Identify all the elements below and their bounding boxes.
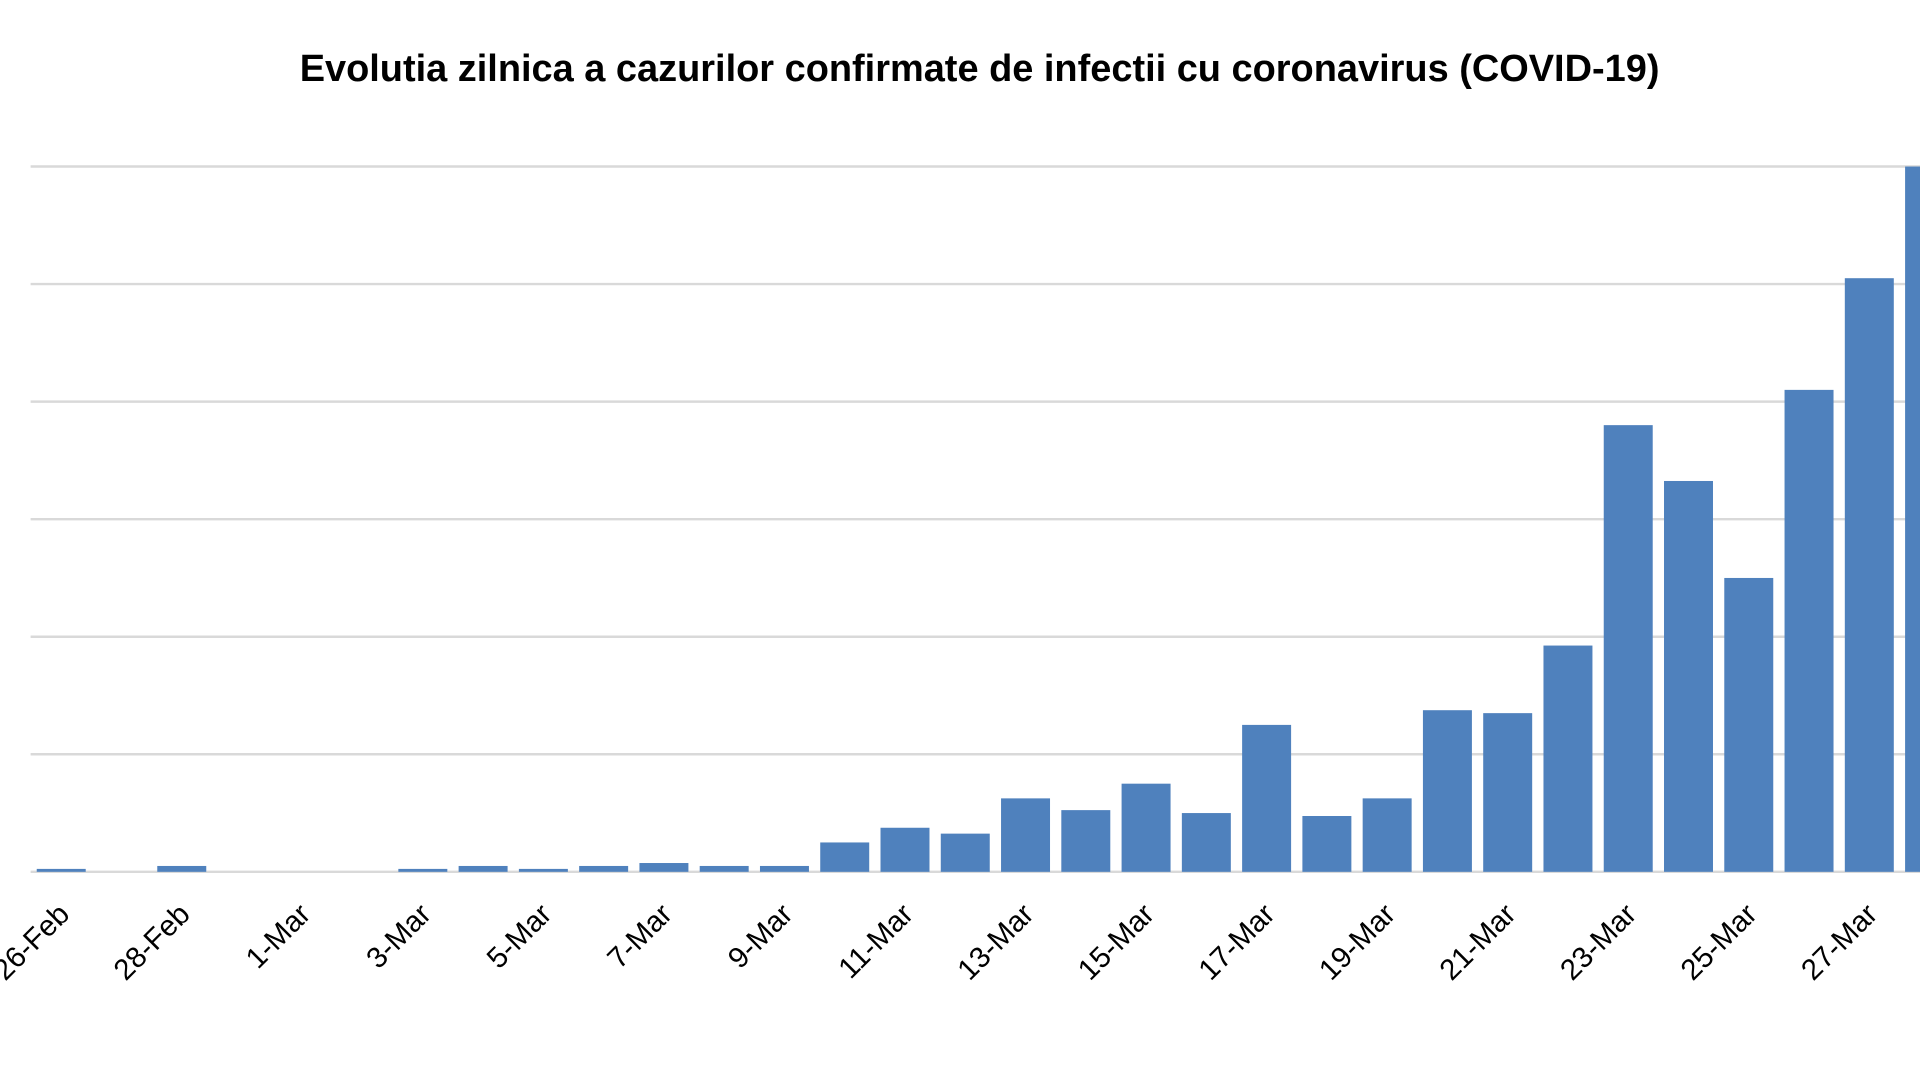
bar xyxy=(1905,166,1920,872)
x-tick-label: 5-Mar xyxy=(481,897,559,975)
x-tick-label: 21-Mar xyxy=(1433,897,1522,986)
chart-title: Evolutia zilnica a cazurilor confirmate … xyxy=(300,48,1660,90)
x-tick-label: 3-Mar xyxy=(360,897,438,975)
bar xyxy=(1724,577,1774,872)
bar xyxy=(1844,278,1894,872)
bar xyxy=(518,868,568,872)
x-tick-label: 11-Mar xyxy=(832,897,920,985)
bar xyxy=(1603,425,1653,872)
bar xyxy=(699,865,749,872)
bar xyxy=(940,833,990,872)
bar xyxy=(1543,645,1593,872)
bar xyxy=(1784,389,1834,872)
x-tick-label: 9-Mar xyxy=(722,897,800,975)
bar xyxy=(458,865,508,872)
bar xyxy=(1001,798,1051,872)
bar xyxy=(639,863,689,872)
bar xyxy=(1181,813,1231,872)
bar xyxy=(1483,713,1533,872)
bar xyxy=(759,865,809,872)
bar xyxy=(36,868,86,872)
bar xyxy=(1664,480,1713,872)
x-tick-label: 1-Mar xyxy=(239,897,317,975)
x-tick-label: 25-Mar xyxy=(1674,897,1763,986)
bar xyxy=(1362,798,1412,872)
bar xyxy=(880,827,930,872)
bar xyxy=(1242,724,1292,872)
x-tick-label: 28-Feb xyxy=(107,898,196,987)
bar xyxy=(1121,783,1171,872)
x-tick-label: 7-Mar xyxy=(601,897,679,975)
x-tick-label: 29-Mar xyxy=(1915,897,1920,986)
bar xyxy=(157,865,207,872)
x-tick-label: 19-Mar xyxy=(1313,897,1402,986)
bar xyxy=(1302,816,1352,872)
x-tick-label: 23-Mar xyxy=(1554,897,1643,986)
bar xyxy=(820,842,870,872)
x-tick-label: 26-Feb xyxy=(0,898,76,987)
x-tick-label: 15-Mar xyxy=(1072,897,1161,986)
x-tick-label: 13-Mar xyxy=(951,897,1040,986)
bar xyxy=(579,865,629,872)
x-tick-label: 17-Mar xyxy=(1192,897,1281,986)
x-tick-label: 27-Mar xyxy=(1795,897,1884,986)
bar xyxy=(1422,710,1472,872)
bar xyxy=(398,868,448,872)
bar xyxy=(1061,810,1111,872)
